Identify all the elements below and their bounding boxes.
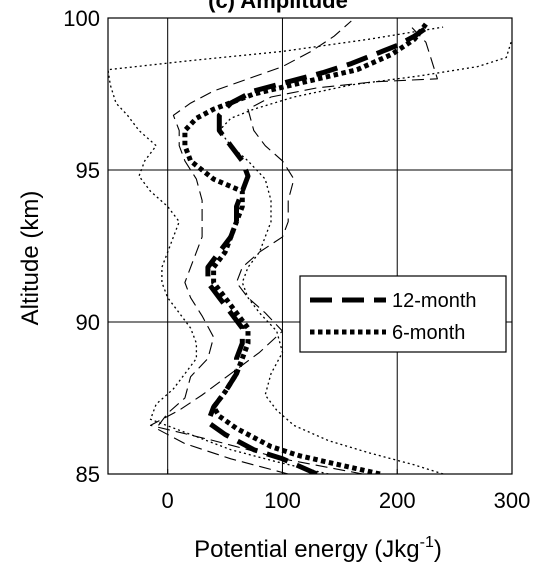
- legend-label-6-month: 6-month: [392, 322, 465, 344]
- y-tick-label: 100: [63, 6, 100, 31]
- grid-lines: [108, 17, 513, 475]
- x-axis-label-main: Potential energy (Jkg: [194, 536, 419, 563]
- series-line-dashed-thin-3: [155, 20, 352, 474]
- y-tick-label: 95: [76, 158, 100, 183]
- x-tick-label: 300: [494, 488, 531, 513]
- series-line-dotted-thin-5: [108, 26, 444, 474]
- legend: 12-month 6-month: [299, 275, 507, 353]
- x-axis-label-close: ): [434, 536, 442, 563]
- series-line-dashed-thin-2: [149, 23, 438, 474]
- series-line-dotted-thin-4: [218, 39, 512, 474]
- y-axis-label: Altitude (km): [17, 191, 44, 326]
- series-layer: [108, 20, 512, 474]
- series-line-6-month: [182, 22, 428, 474]
- x-axis-label: Potential energy (Jkg-1): [194, 534, 442, 563]
- y-tick-label: 85: [76, 462, 100, 487]
- y-tick-label: 90: [76, 310, 100, 335]
- legend-box: [299, 275, 507, 353]
- x-tick-label: 200: [379, 488, 416, 513]
- legend-label-12-month: 12-month: [392, 290, 477, 312]
- chart-title: (c) Amplitude: [208, 0, 348, 13]
- x-axis-label-superscript: -1: [420, 534, 434, 551]
- x-tick-label: 0: [162, 488, 174, 513]
- axis-ticks: 0 100 200 300 85 90 95 100: [63, 6, 530, 513]
- plot-frame: [107, 17, 513, 475]
- x-tick-label: 100: [264, 488, 301, 513]
